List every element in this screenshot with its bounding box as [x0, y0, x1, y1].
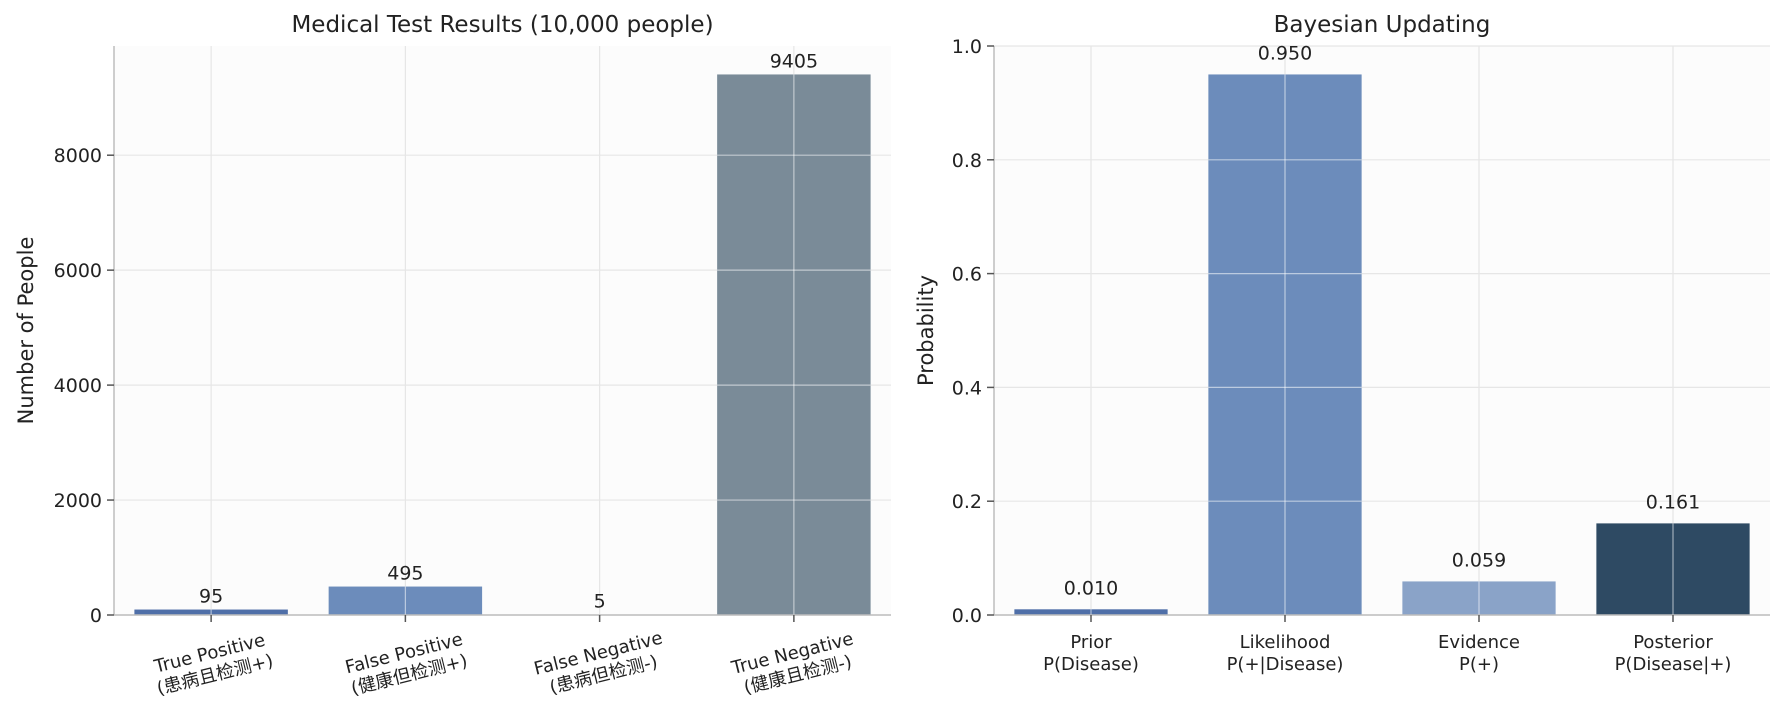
x-tick-label-line: Evidence	[1438, 632, 1520, 653]
bar-value-label: 495	[387, 563, 423, 585]
x-tick-label-line: P(Disease|+)	[1615, 654, 1732, 675]
bar-value-label: 0.950	[1258, 42, 1312, 64]
bar-value-label: 95	[199, 586, 223, 608]
plot-area	[994, 46, 1770, 615]
x-tick-label-line: P(Disease)	[1043, 654, 1139, 675]
y-axis-label: Probability	[914, 275, 938, 386]
y-tick-label: 0.2	[952, 491, 982, 513]
x-tick-label-line: Likelihood	[1240, 632, 1331, 653]
x-tick-label-line: P(+)	[1459, 654, 1499, 675]
bar-value-label: 9405	[770, 50, 818, 72]
y-tick-label: 0.0	[952, 605, 982, 627]
y-tick-label: 0.4	[952, 377, 982, 399]
y-tick-label: 4000	[54, 375, 102, 397]
bar-value-label: 0.161	[1646, 491, 1700, 513]
x-tick-label-line: Prior	[1070, 632, 1112, 653]
chart-title: Bayesian Updating	[1274, 12, 1491, 38]
y-tick-label: 1.0	[952, 36, 982, 58]
y-tick-label: 6000	[54, 260, 102, 282]
chart-title: Medical Test Results (10,000 people)	[291, 12, 713, 38]
y-tick-label: 0.8	[952, 150, 982, 172]
y-tick-label: 0.6	[952, 264, 982, 286]
x-tick-label: True Negative(健康且检测-)	[729, 628, 856, 698]
x-tick-label-line: Posterior	[1633, 632, 1713, 653]
bar-value-label: 0.059	[1452, 549, 1506, 571]
bar-value-label: 5	[594, 591, 606, 613]
bar-value-label: 0.010	[1064, 577, 1118, 599]
y-tick-label: 0	[90, 605, 102, 627]
x-tick-label-line: P(+|Disease)	[1227, 654, 1344, 675]
y-tick-label: 8000	[54, 145, 102, 167]
y-tick-label: 2000	[54, 490, 102, 512]
y-axis-label: Number of People	[14, 237, 38, 425]
